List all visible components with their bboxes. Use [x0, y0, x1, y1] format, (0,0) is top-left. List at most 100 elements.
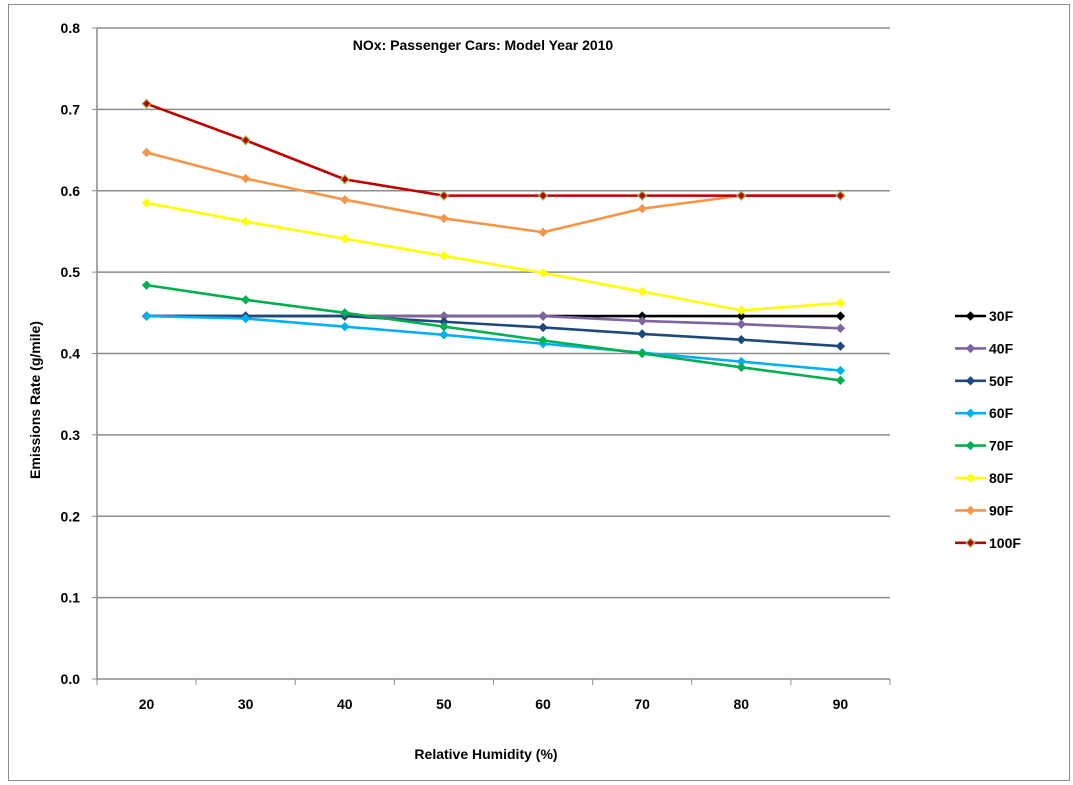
data-point — [835, 323, 846, 333]
x-tick-label: 90 — [833, 696, 849, 712]
x-tick-label: 50 — [436, 696, 452, 712]
legend-entry-80F: 80F — [955, 470, 1014, 486]
legend-swatch-marker — [965, 311, 976, 321]
x-tick-label: 20 — [139, 696, 155, 712]
data-point-core — [440, 192, 448, 200]
data-point — [439, 213, 449, 224]
data-point-core — [539, 192, 547, 200]
legend-swatch-marker — [965, 343, 976, 354]
series-70F — [141, 280, 846, 386]
data-point — [637, 348, 647, 359]
data-point — [637, 286, 647, 297]
data-point — [835, 298, 846, 308]
data-point — [240, 313, 251, 324]
series-100F — [141, 98, 846, 201]
data-point-core — [143, 100, 150, 108]
series-line — [146, 151, 841, 234]
chart-frame — [8, 4, 1070, 781]
legend-swatch-marker — [965, 505, 976, 516]
legend-swatch-marker — [965, 440, 976, 451]
data-point — [141, 280, 152, 290]
legend-entry-60F: 60F — [955, 405, 1014, 421]
series-60F — [141, 311, 846, 376]
legend-label: 60F — [989, 405, 1014, 421]
x-axis-title: Relative Humidity (%) — [414, 746, 557, 762]
series-line — [146, 102, 841, 197]
axes: 0.0 0.1 0.2 0.3 0.4 0.5 0.6 0.7 0.8 20 30 40 50 60 70 8… — [61, 20, 891, 712]
legend: 30F 40F 50F 60F 70F 80F 90F 100F — [955, 308, 1021, 551]
data-point-core — [737, 192, 745, 200]
data-point — [439, 321, 449, 332]
data-point — [736, 319, 747, 329]
x-tick-label: 80 — [734, 696, 750, 712]
legend-swatch-marker-core — [967, 539, 974, 547]
data-point — [538, 268, 548, 278]
data-point — [141, 147, 152, 158]
data-point — [538, 322, 548, 333]
data-point-core — [837, 192, 844, 200]
data-point — [736, 305, 747, 316]
y-tick-label: 0.8 — [61, 20, 81, 36]
data-point — [538, 311, 548, 321]
series-line — [146, 314, 841, 348]
data-point — [637, 329, 647, 339]
x-tick-label: 40 — [337, 696, 353, 712]
legend-label: 50F — [989, 373, 1014, 389]
data-point — [439, 330, 449, 340]
legend-entry-30F: 30F — [955, 308, 1014, 324]
legend-label: 70F — [989, 438, 1014, 454]
legend-label: 30F — [989, 308, 1014, 324]
y-tick-label: 0.2 — [61, 508, 81, 524]
data-point — [340, 234, 350, 244]
data-point — [835, 375, 846, 386]
legend-label: 80F — [989, 470, 1014, 486]
data-point — [637, 203, 647, 214]
data-point-core — [242, 136, 250, 144]
legend-entry-90F: 90F — [955, 502, 1014, 518]
series-line — [146, 314, 841, 372]
data-point — [835, 311, 846, 321]
legend-swatch-marker — [965, 376, 976, 386]
legend-label: 90F — [989, 502, 1014, 518]
data-point — [835, 341, 846, 351]
x-tick-label: 70 — [634, 696, 650, 712]
data-point — [538, 227, 548, 237]
y-tick-label: 0.4 — [61, 346, 81, 362]
data-point — [637, 316, 647, 326]
legend-label: 100F — [989, 535, 1021, 551]
data-point — [240, 295, 251, 305]
gridlines — [97, 27, 890, 599]
y-axis-title: Emissions Rate (g/mile) — [27, 321, 43, 479]
y-tick-label: 0.6 — [61, 183, 81, 199]
data-point — [340, 308, 350, 318]
series-line — [146, 283, 841, 382]
y-tick-label: 0.1 — [61, 590, 81, 606]
legend-entry-70F: 70F — [955, 438, 1014, 454]
data-point — [141, 198, 152, 208]
y-tick-label: 0.5 — [61, 264, 81, 280]
chart-title: NOx: Passenger Cars: Model Year 2010 — [353, 37, 614, 53]
data-point — [439, 251, 449, 261]
y-tick-label: 0.7 — [61, 101, 81, 117]
data-point — [538, 335, 548, 346]
data-point — [835, 365, 846, 376]
series-80F — [141, 198, 846, 316]
data-point — [340, 321, 350, 332]
data-point — [736, 334, 747, 345]
data-point — [240, 173, 251, 184]
data-point — [141, 311, 152, 321]
y-tick-label: 0.3 — [61, 427, 81, 443]
y-tick-label: 0.0 — [61, 671, 81, 687]
legend-swatch-marker — [965, 473, 976, 483]
data-point — [240, 216, 251, 227]
data-point — [736, 362, 747, 373]
data-point-core — [638, 192, 646, 200]
legend-entry-50F: 50F — [955, 373, 1014, 389]
series-lines — [141, 98, 846, 386]
legend-label: 40F — [989, 340, 1014, 356]
series-line — [146, 201, 841, 312]
legend-entry-40F: 40F — [955, 340, 1014, 356]
legend-entry-100F: 100F — [955, 535, 1021, 551]
data-point — [340, 194, 350, 205]
